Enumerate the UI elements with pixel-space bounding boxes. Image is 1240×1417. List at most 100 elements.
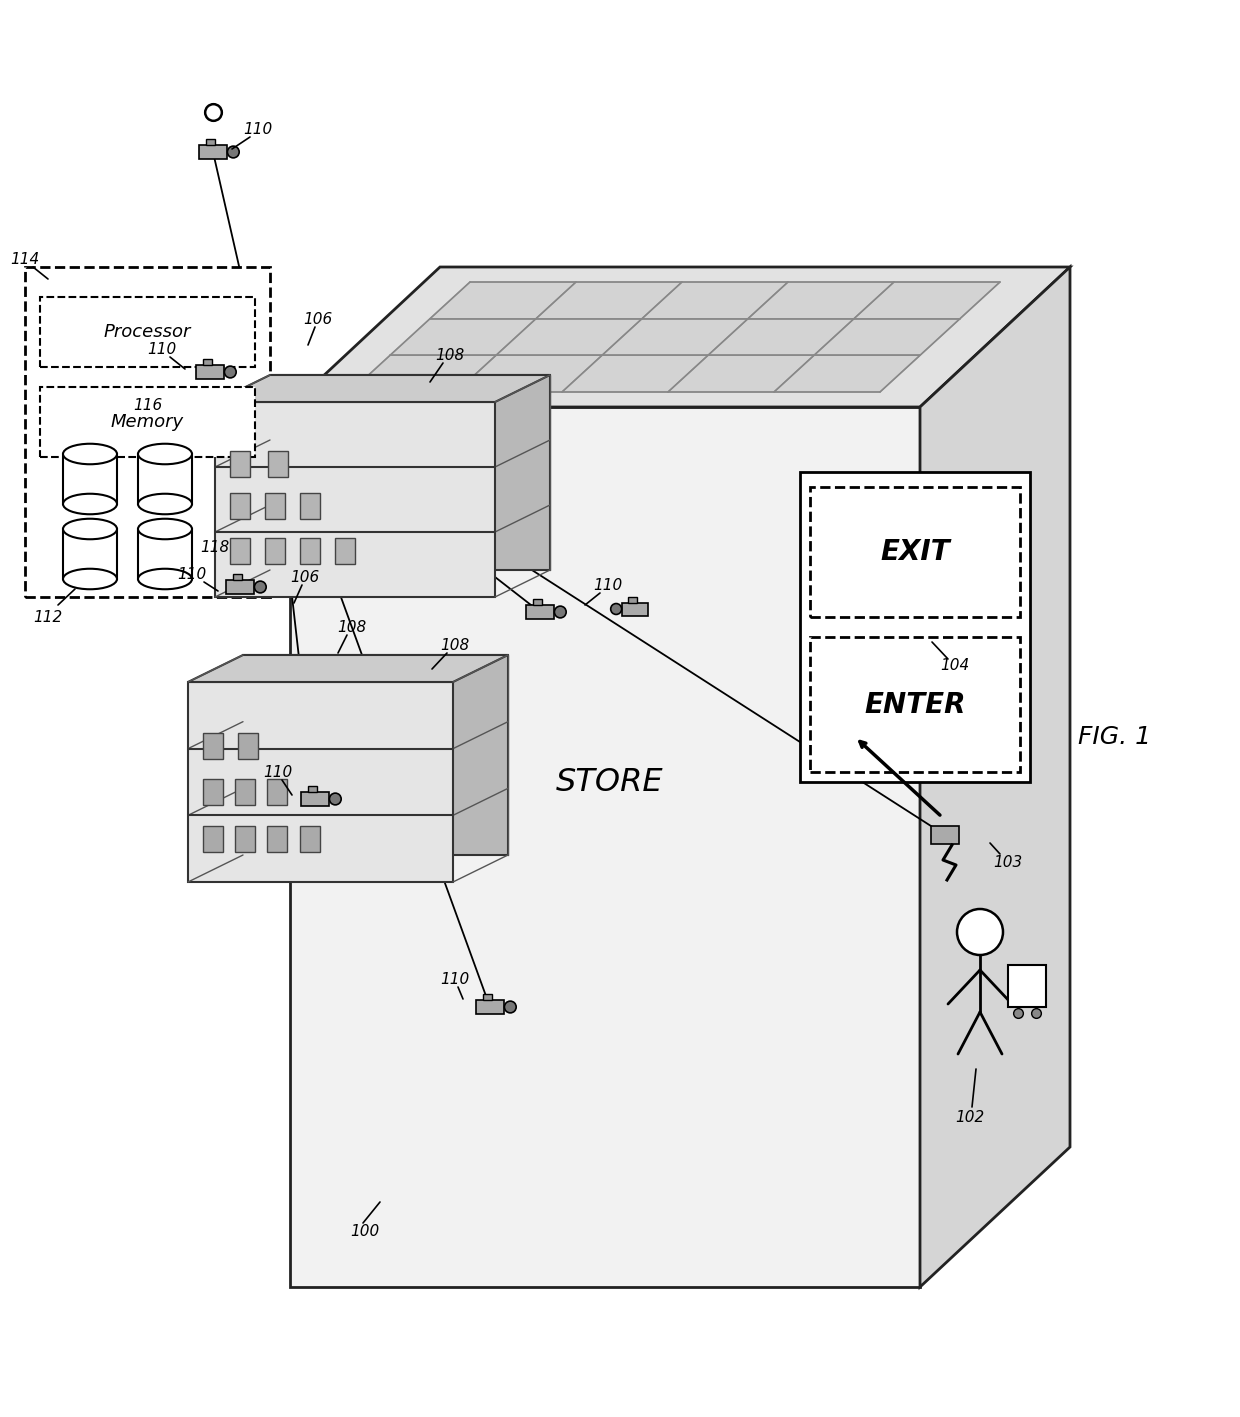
Bar [810,638,1021,772]
Polygon shape [215,376,551,402]
Bar [268,451,288,478]
Text: 110: 110 [243,122,273,136]
Ellipse shape [63,444,117,465]
Bar [236,826,255,852]
Polygon shape [430,282,577,319]
Bar [229,451,250,478]
Polygon shape [562,356,708,393]
Text: 116: 116 [134,398,162,412]
Polygon shape [243,655,508,854]
Bar [63,529,117,580]
Text: 108: 108 [435,347,465,363]
Bar [931,826,959,845]
Text: 108: 108 [337,619,367,635]
Bar [335,538,355,564]
Text: 114: 114 [10,251,40,266]
Bar [233,574,242,580]
Polygon shape [188,655,508,682]
Ellipse shape [138,444,192,465]
Bar [800,472,1030,782]
Bar [301,792,329,806]
Bar [203,359,212,366]
Text: 108: 108 [440,638,470,652]
Text: 106: 106 [304,312,332,326]
Text: 104: 104 [940,657,970,673]
Circle shape [957,908,1003,955]
Text: 110: 110 [440,972,470,986]
Text: ENTER: ENTER [864,690,966,718]
Bar [203,779,223,805]
Bar [300,493,320,519]
Bar [196,366,224,378]
Polygon shape [188,682,453,881]
Text: EXIT: EXIT [880,538,950,565]
Ellipse shape [138,519,192,540]
Bar [267,779,286,805]
Text: 100: 100 [351,1224,379,1240]
Bar [63,453,117,504]
Circle shape [554,606,567,618]
Bar [206,139,216,145]
Bar [229,538,250,564]
Text: 110: 110 [148,341,176,357]
Circle shape [330,794,341,805]
Bar [810,487,1021,616]
Bar [526,605,554,619]
Bar [138,529,192,580]
Bar [484,993,492,1000]
Polygon shape [270,376,551,570]
Bar [203,826,223,852]
Bar [203,733,223,760]
Bar [476,1000,503,1015]
Bar [629,597,637,602]
Circle shape [224,366,236,378]
Text: 102: 102 [955,1110,985,1125]
Polygon shape [536,282,682,319]
Bar [40,387,255,458]
Bar [226,580,254,594]
Ellipse shape [63,493,117,514]
Ellipse shape [138,568,192,589]
Polygon shape [350,356,496,393]
Polygon shape [391,319,536,356]
Text: 112: 112 [33,609,63,625]
Circle shape [254,581,267,592]
Text: Memory: Memory [110,412,184,431]
Bar [138,453,192,504]
Text: 106: 106 [290,570,320,584]
Bar [238,733,258,760]
Polygon shape [920,266,1070,1287]
Text: FIG. 1: FIG. 1 [1079,726,1152,750]
Bar [229,493,250,519]
Polygon shape [668,356,813,393]
Bar [267,826,286,852]
Polygon shape [748,282,894,319]
Polygon shape [496,319,642,356]
Text: 110: 110 [263,765,293,779]
Bar [308,785,317,792]
Polygon shape [854,282,999,319]
Circle shape [610,604,621,615]
Bar [290,407,920,1287]
Bar [198,145,227,159]
Polygon shape [813,319,960,356]
Polygon shape [290,266,1070,407]
Text: 118: 118 [201,540,229,554]
Circle shape [505,1002,516,1013]
Polygon shape [601,319,748,356]
Bar [300,826,320,852]
Text: 110: 110 [177,567,207,581]
Bar [622,602,649,615]
Bar [40,298,255,367]
Ellipse shape [63,519,117,540]
Bar [533,599,542,605]
Polygon shape [774,356,920,393]
Text: Processor: Processor [104,323,191,341]
Bar [236,779,255,805]
Bar [300,538,320,564]
Bar [25,266,270,597]
Polygon shape [215,402,495,597]
Text: STORE: STORE [557,767,663,798]
Text: 110: 110 [594,578,622,592]
Circle shape [227,146,239,157]
